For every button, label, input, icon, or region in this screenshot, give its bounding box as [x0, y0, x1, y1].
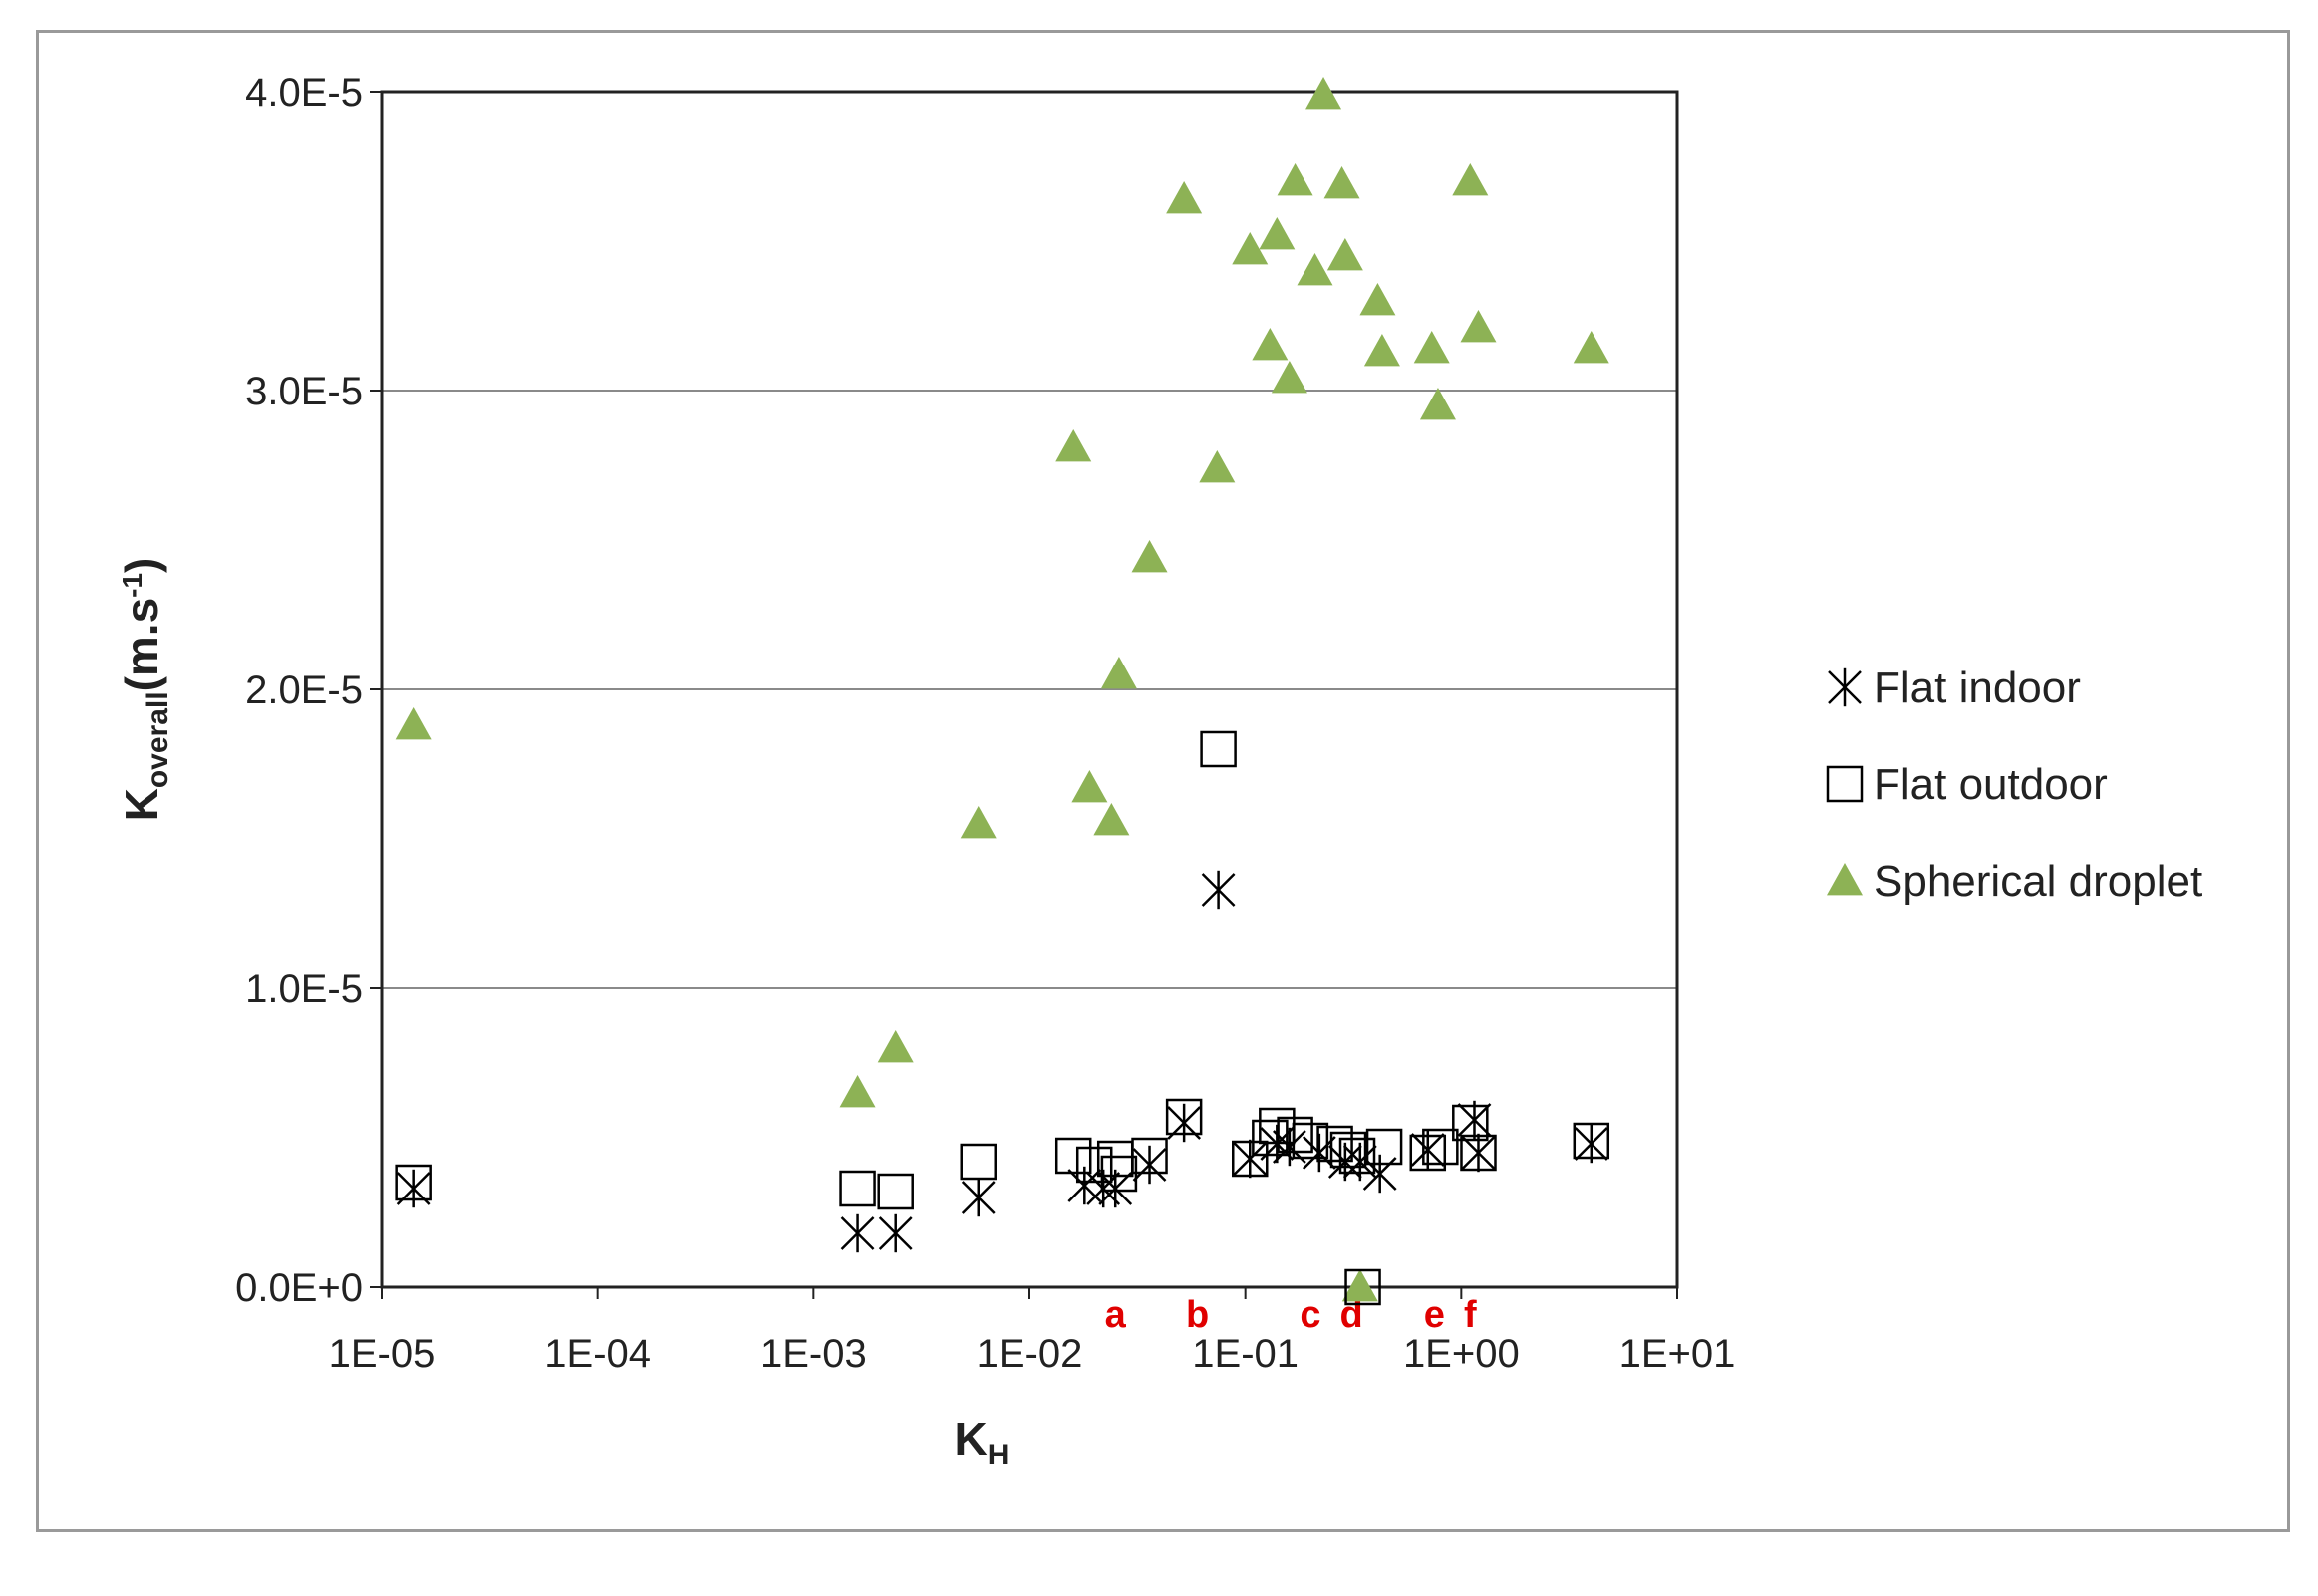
flat-outdoor-point: [1054, 1137, 1092, 1175]
data-points: [395, 77, 1610, 1306]
legend-marker-spherical-droplet: [1827, 863, 1863, 896]
y-tick-label: 1.0E-5: [245, 967, 363, 1011]
spherical-droplet-point: [1252, 328, 1289, 361]
flat-indoor-point: [1410, 1130, 1445, 1170]
flat-indoor-point: [1167, 1103, 1202, 1143]
x-tick-label: 1E-02: [977, 1332, 1083, 1376]
x-tick-label: 1E-01: [1192, 1332, 1299, 1376]
x-tick-label: 1E-05: [329, 1332, 435, 1376]
y-tick-label: 4.0E-5: [245, 71, 363, 115]
spherical-droplet-point: [1055, 429, 1092, 462]
x-tick-label: 1E+01: [1619, 1332, 1736, 1376]
spherical-droplet-point: [1419, 388, 1456, 420]
y-axis-title: Koverall(m.s-1): [116, 558, 174, 822]
legend-marker-flat-indoor: [1828, 667, 1862, 707]
flat-indoor-point: [878, 1213, 913, 1253]
spherical-droplet-point: [1100, 657, 1137, 689]
spherical-droplet-point: [1297, 253, 1333, 286]
flat-indoor-point: [1302, 1133, 1336, 1173]
flat-indoor-point: [1233, 1139, 1268, 1179]
y-tick-label: 0.0E+0: [235, 1266, 363, 1310]
flat-indoor-point: [1362, 1154, 1397, 1194]
flat-outdoor-point: [1344, 1268, 1381, 1306]
spherical-droplet-point: [1131, 540, 1168, 573]
flat-indoor-point: [1260, 1124, 1295, 1164]
spherical-droplet-point: [1232, 232, 1269, 265]
spherical-droplet-point: [1277, 163, 1313, 196]
x-axis-title: KH: [955, 1413, 1010, 1471]
spherical-droplet-point: [1573, 331, 1609, 364]
flat-outdoor-point: [1075, 1146, 1113, 1184]
spherical-droplet-point: [1413, 331, 1450, 364]
flat-outdoor-point: [1452, 1104, 1489, 1142]
spherical-droplet-point: [877, 1030, 914, 1063]
spherical-droplet-point: [960, 806, 997, 839]
flat-indoor-point: [1574, 1124, 1608, 1164]
annotation-f: f: [1464, 1294, 1477, 1336]
flat-indoor-point: [1457, 1100, 1492, 1140]
y-tick-label: 2.0E-5: [245, 668, 363, 712]
spherical-droplet-point: [395, 707, 432, 740]
flat-indoor-point: [1327, 1142, 1362, 1182]
y-axis-tick-labels: 0.0E+0 1.0E-5 2.0E-5 3.0E-5 4.0E-5: [235, 71, 382, 1310]
spherical-droplet-point: [1363, 334, 1400, 367]
flat-indoor-point: [961, 1178, 996, 1217]
gridlines: [382, 390, 1677, 989]
spherical-droplet-point: [1341, 1269, 1378, 1302]
flat-outdoor-point: [877, 1173, 914, 1210]
flat-indoor-point: [1098, 1169, 1133, 1208]
x-tick-label: 1E-04: [544, 1332, 651, 1376]
chart-frame: [36, 30, 2290, 1532]
flat-outdoor-point: [960, 1143, 997, 1181]
spherical-droplet-point: [1166, 181, 1203, 214]
y-tick-label: 3.0E-5: [245, 370, 363, 413]
legend-label: Flat outdoor: [1874, 760, 2108, 809]
flat-outdoor-point: [839, 1170, 876, 1207]
flat-outdoor-point: [1200, 730, 1237, 768]
flat-outdoor-point: [1316, 1125, 1353, 1163]
spherical-droplet-point: [1199, 450, 1236, 483]
flat-indoor-point: [396, 1169, 431, 1208]
x-axis-tick-labels: 1E-05 1E-04 1E-03 1E-02 1E-01 1E+00 1E+01: [329, 1287, 1736, 1376]
flat-indoor-point: [1132, 1145, 1167, 1185]
x-tick-label: 1E+00: [1403, 1332, 1520, 1376]
spherical-droplet-point: [1460, 310, 1497, 343]
spherical-droplet-point: [1093, 803, 1130, 836]
spherical-droplet-point: [1271, 361, 1307, 394]
spherical-droplet-point: [1305, 77, 1342, 110]
flat-indoor-point: [840, 1213, 875, 1253]
annotation-a: a: [1105, 1294, 1127, 1336]
spherical-droplet-point: [1071, 770, 1108, 803]
flat-indoor-point: [1342, 1142, 1377, 1182]
legend-label: Flat indoor: [1874, 664, 2081, 712]
flat-indoor-point: [1461, 1133, 1496, 1173]
legend: Flat indoor Flat outdoor Spherical droplet: [1826, 664, 2202, 906]
flat-outdoor-point: [1329, 1131, 1367, 1169]
spherical-droplet-point: [839, 1075, 876, 1108]
annotation-b: b: [1186, 1294, 1209, 1336]
spherical-droplet-point: [1326, 238, 1363, 271]
x-tick-label: 1E-03: [760, 1332, 867, 1376]
flat-outdoor-point: [1365, 1128, 1403, 1166]
annotation-e: e: [1424, 1294, 1445, 1336]
spherical-droplet-point: [1359, 283, 1396, 316]
flat-outdoor-point: [1292, 1122, 1329, 1160]
spherical-droplet-point: [1452, 163, 1489, 196]
flat-outdoor-point: [1252, 1119, 1289, 1157]
spherical-droplet-point: [1323, 166, 1360, 199]
spherical-droplet-point: [1259, 217, 1296, 250]
legend-marker-flat-outdoor: [1826, 765, 1864, 803]
flat-indoor-point: [1273, 1127, 1306, 1167]
legend-label: Spherical droplet: [1874, 857, 2202, 906]
annotation-c: c: [1300, 1294, 1320, 1336]
flat-indoor-point: [1201, 870, 1236, 910]
